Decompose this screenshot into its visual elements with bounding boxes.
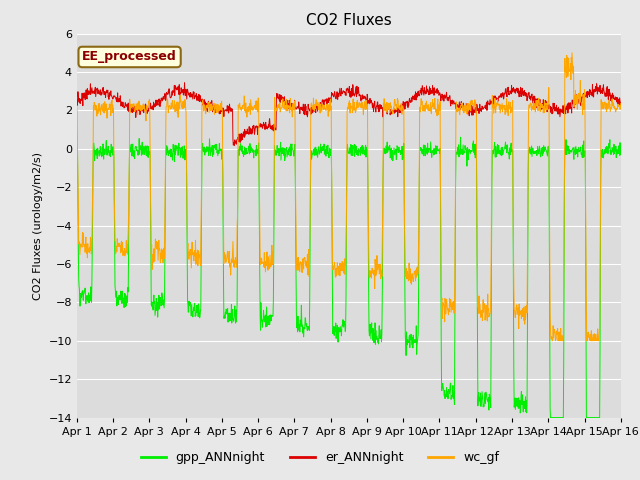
Title: CO2 Fluxes: CO2 Fluxes bbox=[306, 13, 392, 28]
Y-axis label: CO2 Fluxes (urology/m2/s): CO2 Fluxes (urology/m2/s) bbox=[33, 152, 43, 300]
Text: EE_processed: EE_processed bbox=[82, 50, 177, 63]
Legend: gpp_ANNnight, er_ANNnight, wc_gf: gpp_ANNnight, er_ANNnight, wc_gf bbox=[136, 446, 504, 469]
